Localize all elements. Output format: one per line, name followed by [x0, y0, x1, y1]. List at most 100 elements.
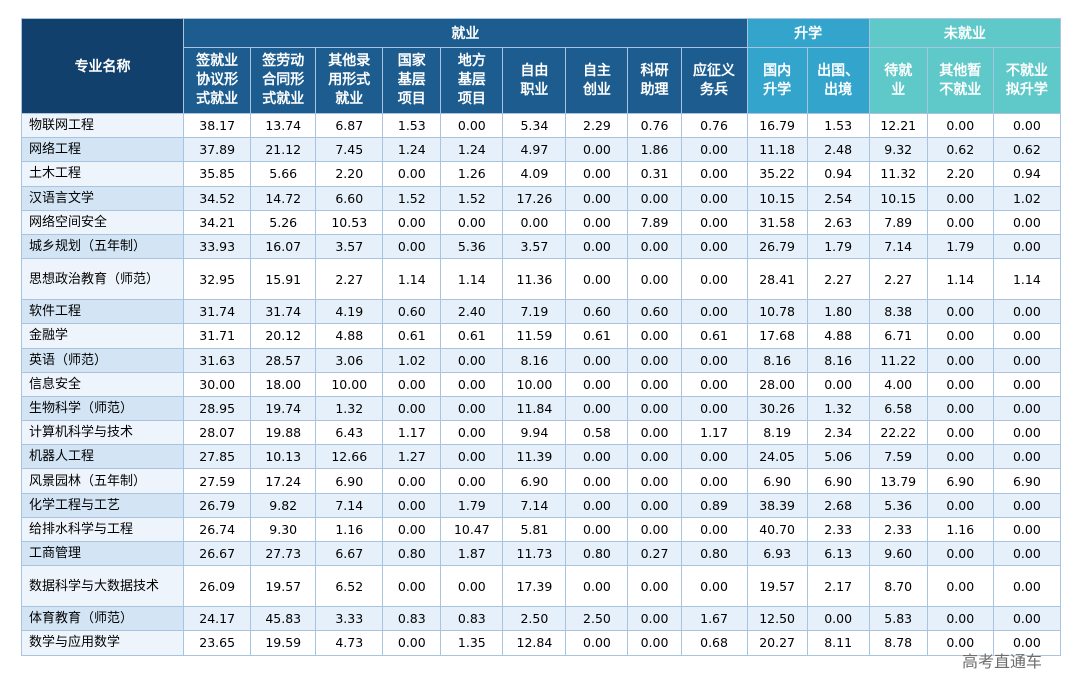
value-cell: 17.24	[250, 468, 317, 494]
table-row: 土木工程 35.85 5.66 2.20 0.00 1.26 4.09 0.00 0.31 0.0…	[20, 161, 1062, 187]
value-cell: 0.00	[627, 347, 682, 373]
value-cell: 0.00	[680, 516, 748, 543]
value-cell: 0.00	[992, 606, 1062, 632]
value-cell: 0.00	[440, 420, 504, 446]
value-cell: 31.74	[183, 299, 252, 325]
value-cell: 8.19	[746, 420, 808, 446]
value-cell: 37.89	[183, 137, 252, 163]
value-cell: 6.43	[315, 420, 384, 446]
value-cell: 5.66	[250, 161, 317, 187]
value-cell: 0.76	[680, 112, 748, 139]
value-cell: 0.00	[926, 347, 994, 373]
value-cell: 1.67	[680, 606, 748, 632]
value-cell: 5.06	[806, 444, 870, 470]
value-cell: 1.32	[315, 395, 384, 422]
value-cell: 4.88	[806, 323, 870, 349]
value-cell: 0.83	[382, 606, 442, 632]
value-cell: 0.00	[565, 347, 629, 373]
major-name-cell: 给排水科学与工程	[20, 516, 185, 543]
value-cell: 0.00	[926, 565, 994, 608]
table-row: 给排水科学与工程 26.74 9.30 1.16 0.00 10.47 5.81 0.00 0.…	[20, 516, 1062, 543]
value-cell: 0.00	[926, 112, 994, 139]
value-cell: 0.00	[680, 444, 748, 470]
value-cell: 0.00	[382, 395, 442, 422]
value-cell: 26.09	[183, 565, 252, 608]
value-cell: 0.00	[627, 258, 682, 301]
value-cell: 0.89	[680, 492, 748, 518]
value-cell: 0.00	[680, 468, 748, 494]
value-cell: 19.59	[250, 630, 317, 656]
value-cell: 0.80	[565, 540, 629, 567]
value-cell: 28.07	[183, 420, 252, 446]
value-cell: 11.59	[502, 323, 567, 349]
value-cell: 0.00	[502, 209, 567, 235]
value-cell: 17.68	[746, 323, 808, 349]
value-cell: 2.63	[806, 209, 870, 235]
value-cell: 0.00	[440, 371, 504, 397]
value-cell: 1.32	[806, 395, 870, 422]
value-cell: 0.00	[926, 630, 994, 656]
value-cell: 45.83	[250, 606, 317, 632]
value-cell: 0.00	[992, 323, 1062, 349]
value-cell: 0.00	[680, 209, 748, 235]
table-row: 网络空间安全 34.21 5.26 10.53 0.00 0.00 0.00 0.00 7.89…	[20, 209, 1062, 235]
value-cell: 1.79	[926, 233, 994, 260]
table-body: 物联网工程 38.17 13.74 6.87 1.53 0.00 5.34 2.29 0.76 0…	[20, 112, 1062, 656]
value-cell: 0.94	[992, 161, 1062, 187]
value-cell: 0.00	[627, 516, 682, 543]
table-row: 数学与应用数学 23.65 19.59 4.73 0.00 1.35 12.84 0.00 0.…	[20, 630, 1062, 656]
value-cell: 0.00	[992, 540, 1062, 567]
header-column: 自由 职业	[502, 47, 567, 114]
header-column: 自主 创业	[565, 47, 629, 114]
value-cell: 10.15	[746, 185, 808, 211]
table-row: 体育教育（师范） 24.17 45.83 3.33 0.83 0.83 2.50 2.50 0.…	[20, 606, 1062, 632]
value-cell: 13.79	[868, 468, 928, 494]
value-cell: 17.26	[502, 185, 567, 211]
value-cell: 6.90	[992, 468, 1062, 494]
value-cell: 11.18	[746, 137, 808, 163]
value-cell: 0.00	[565, 258, 629, 301]
value-cell: 5.34	[502, 112, 567, 139]
header-column: 其他录 用形式 就业	[315, 47, 384, 114]
value-cell: 0.00	[806, 606, 870, 632]
value-cell: 0.60	[565, 299, 629, 325]
header-group: 升学	[746, 18, 870, 48]
value-cell: 26.67	[183, 540, 252, 567]
value-cell: 0.80	[680, 540, 748, 567]
value-cell: 0.00	[806, 371, 870, 397]
major-name-cell: 数据科学与大数据技术	[20, 565, 185, 608]
value-cell: 0.00	[382, 468, 442, 494]
value-cell: 10.00	[315, 371, 384, 397]
value-cell: 16.07	[250, 233, 317, 260]
table-row: 城乡规划（五年制） 33.93 16.07 3.57 0.00 5.36 3.57 0.00 0…	[20, 233, 1062, 260]
value-cell: 31.71	[183, 323, 252, 349]
value-cell: 0.00	[627, 323, 682, 349]
value-cell: 0.00	[680, 371, 748, 397]
value-cell: 1.24	[440, 137, 504, 163]
value-cell: 0.00	[992, 299, 1062, 325]
value-cell: 0.00	[680, 258, 748, 301]
value-cell: 0.00	[992, 420, 1062, 446]
value-cell: 1.17	[680, 420, 748, 446]
value-cell: 0.00	[627, 395, 682, 422]
value-cell: 6.90	[926, 468, 994, 494]
value-cell: 1.27	[382, 444, 442, 470]
value-cell: 0.00	[627, 185, 682, 211]
major-name-cell: 生物科学（师范）	[20, 395, 185, 422]
value-cell: 0.00	[382, 516, 442, 543]
value-cell: 8.78	[868, 630, 928, 656]
header-group: 未就业	[868, 18, 1062, 48]
table-row: 数据科学与大数据技术 26.09 19.57 6.52 0.00 0.00 17.39 0.0…	[20, 565, 1062, 608]
table-row: 金融学 31.71 20.12 4.88 0.61 0.61 11.59 0.61 0.00 0.…	[20, 323, 1062, 349]
value-cell: 9.94	[502, 420, 567, 446]
value-cell: 6.87	[315, 112, 384, 139]
major-name-cell: 网络空间安全	[20, 209, 185, 235]
value-cell: 0.00	[926, 395, 994, 422]
header-column: 应征义 务兵	[680, 47, 748, 114]
value-cell: 0.00	[565, 468, 629, 494]
value-cell: 6.90	[502, 468, 567, 494]
value-cell: 6.52	[315, 565, 384, 608]
value-cell: 0.00	[440, 347, 504, 373]
major-name-cell: 软件工程	[20, 299, 185, 325]
major-name-cell: 计算机科学与技术	[20, 420, 185, 446]
